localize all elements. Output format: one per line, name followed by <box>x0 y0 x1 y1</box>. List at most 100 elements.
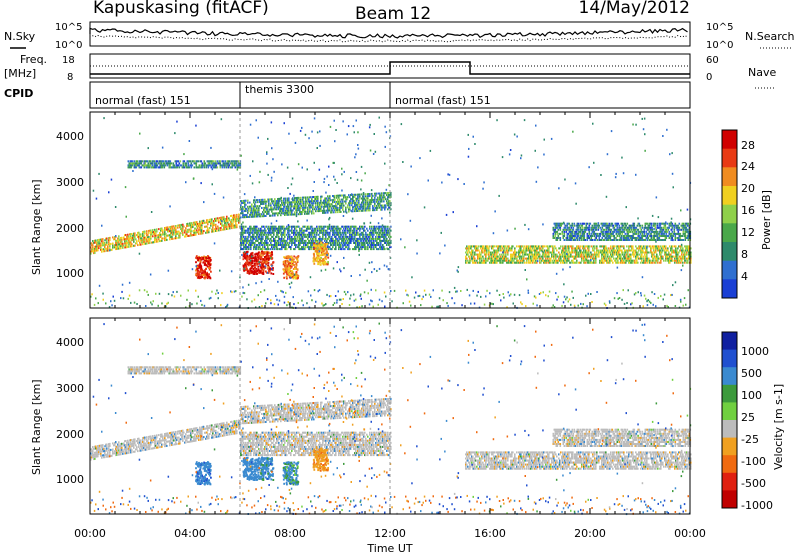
power-band-cell <box>297 236 299 238</box>
power-band-cell <box>126 244 128 246</box>
power-band-cell <box>501 250 503 252</box>
power-band-cell <box>291 203 293 205</box>
noise-sky-trace <box>90 28 688 38</box>
power-band-cell <box>379 207 381 209</box>
power-band-cell <box>356 230 358 232</box>
power-band-cell <box>235 222 237 224</box>
power-band-cell <box>109 245 111 247</box>
power-band-cell <box>614 245 616 247</box>
power-band-cell <box>472 250 474 252</box>
power-band-cell <box>472 252 474 254</box>
power-band-cell <box>579 225 581 227</box>
power-band-cell <box>354 236 356 238</box>
power-band-cell <box>370 236 372 238</box>
power-band-cell <box>264 199 266 201</box>
power-band-cell <box>194 160 196 162</box>
power-band-cell <box>298 205 300 207</box>
power-band-cell <box>653 254 655 256</box>
power-band-cell <box>310 204 312 206</box>
power-band-cell <box>319 228 321 230</box>
power-band-cell <box>354 196 356 198</box>
power-band-cell <box>553 227 555 229</box>
power-band-cell <box>387 234 389 236</box>
power-band-cell <box>474 258 476 260</box>
power-band-cell <box>320 208 322 210</box>
power-band-cell <box>257 234 259 236</box>
power-band-cell <box>609 223 611 225</box>
power-band-cell <box>220 229 222 231</box>
power-band-cell <box>150 160 152 162</box>
power-band-cell <box>612 223 614 225</box>
power-band-cell <box>375 228 377 230</box>
power-band-cell <box>598 254 600 256</box>
power-band-cell <box>554 237 556 239</box>
power-band-cell <box>642 237 644 239</box>
power-band-cell <box>121 237 123 239</box>
power-band-cell <box>335 211 337 213</box>
power-band-cell <box>553 258 555 260</box>
power-band-cell <box>248 246 250 248</box>
power-band-cell <box>134 160 136 162</box>
power-band-cell <box>313 238 315 240</box>
power-band-cell <box>688 245 690 247</box>
power-band-cell <box>617 227 619 229</box>
freq-tick-top: 18 <box>62 55 75 66</box>
cpid-segment-3: normal (fast) 151 <box>395 94 491 107</box>
power-band-cell <box>297 203 299 205</box>
power-band-cell <box>272 236 274 238</box>
power-band-cell <box>332 209 334 211</box>
power-band-cell <box>606 229 608 231</box>
power-band-cell <box>175 235 177 237</box>
power-band-cell <box>686 252 688 254</box>
power-band-cell <box>144 233 146 235</box>
power-band-cell <box>576 260 578 262</box>
power-band-cell <box>374 199 376 201</box>
power-band-cell <box>342 230 344 232</box>
power-band-cell <box>209 221 211 223</box>
power-band-cell <box>305 226 307 228</box>
power-band-cell <box>339 242 341 244</box>
power-band-cell <box>494 254 496 256</box>
power-band-cell <box>566 231 568 233</box>
cpid-segment-2: themis 3300 <box>245 83 314 96</box>
power-band-cell <box>162 238 164 240</box>
power-band-cell <box>519 254 521 256</box>
power-band-cell <box>375 236 377 238</box>
power-band-cell <box>233 221 235 223</box>
power-band-cell <box>603 231 605 233</box>
power-band-cell <box>178 164 180 166</box>
power-band-cell <box>600 227 602 229</box>
power-band-cell <box>238 160 240 162</box>
power-band-cell <box>281 200 283 202</box>
power-band-cell <box>111 249 113 251</box>
power-band-cell <box>243 244 245 246</box>
power-band-cell <box>598 256 600 258</box>
power-band-cell <box>643 256 645 258</box>
power-band-cell <box>645 262 647 264</box>
power-band-cell <box>359 230 361 232</box>
power-band-cell <box>258 207 260 209</box>
power-band-cell <box>190 228 192 230</box>
power-band-cell <box>366 210 368 212</box>
power-band-cell <box>217 166 219 168</box>
power-band-cell <box>618 262 620 264</box>
power-band-cell <box>374 209 376 211</box>
power-band-cell <box>358 246 360 248</box>
power-band-cell <box>675 245 677 247</box>
power-band-cell <box>338 234 340 236</box>
power-band-cell <box>385 242 387 244</box>
power-band-cell <box>365 195 367 197</box>
power-band-cell <box>272 248 274 250</box>
power-band-cell <box>252 244 254 246</box>
power-band-cell <box>574 223 576 225</box>
power-band-cell <box>246 208 248 210</box>
power-band-cell <box>379 238 381 240</box>
power-band-cell <box>324 240 326 242</box>
power-band-cell <box>588 250 590 252</box>
power-band-cell <box>302 199 304 201</box>
power-band-cell <box>620 233 622 235</box>
power-band-cell <box>653 247 655 249</box>
power-band-cell <box>204 166 206 168</box>
power-band-cell <box>349 196 351 198</box>
power-band-cell <box>619 225 621 227</box>
